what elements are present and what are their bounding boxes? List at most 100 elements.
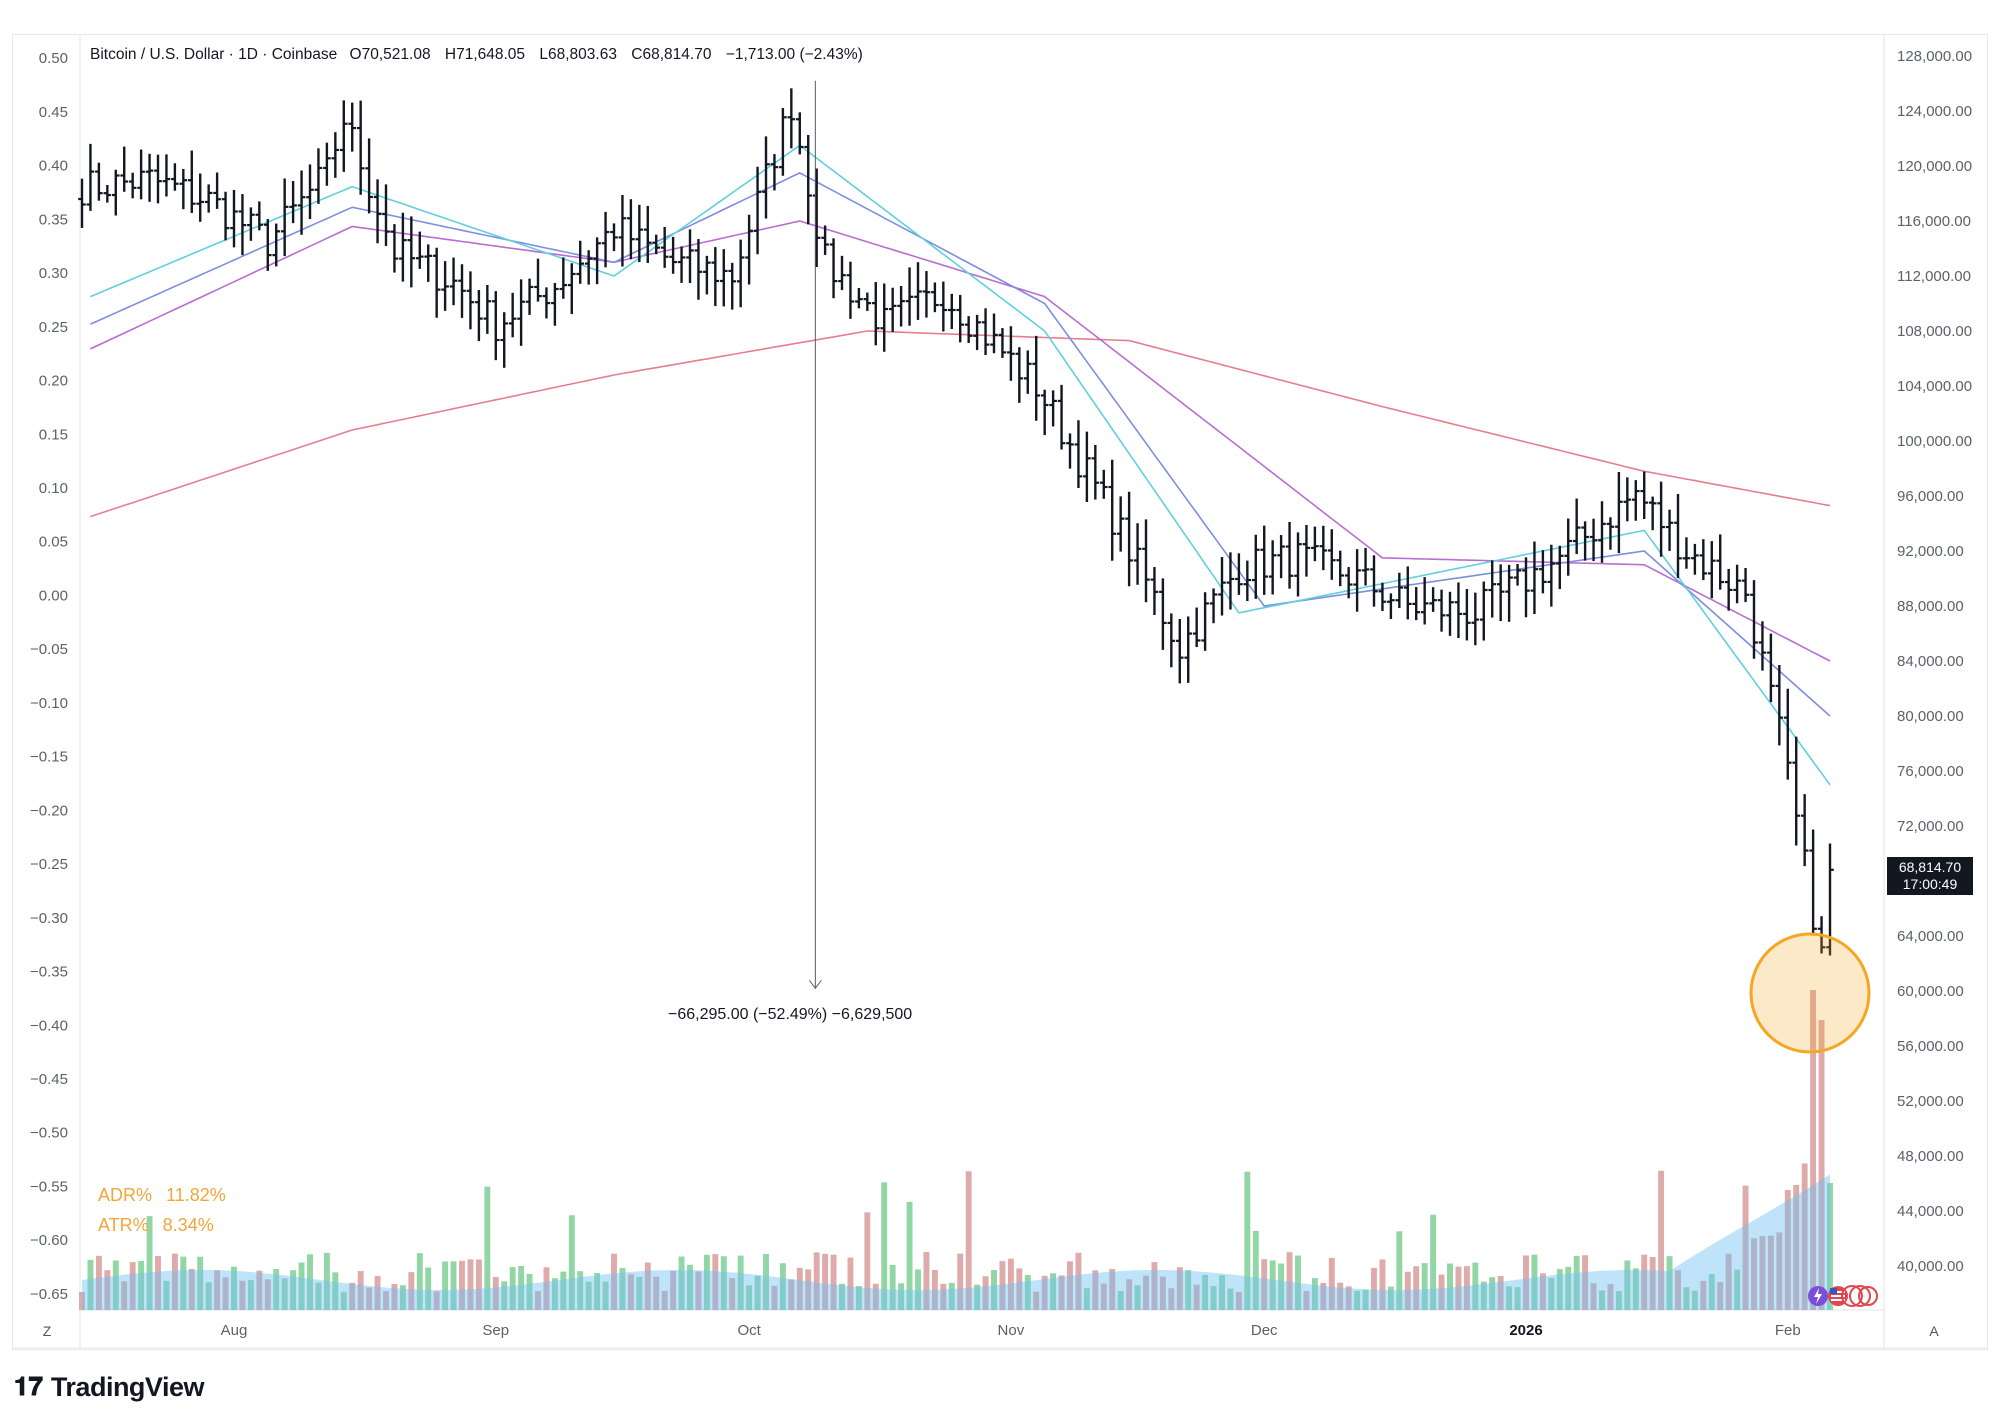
ohlc-bar	[635, 204, 644, 263]
volume-bar	[1793, 1184, 1800, 1310]
ohlc-bar	[441, 261, 449, 311]
volume-bar	[264, 1279, 271, 1310]
ratio-tick-label: −0.45	[30, 1071, 68, 1088]
volume-bar	[366, 1287, 373, 1310]
price-tick-label: 72,000.00	[1897, 818, 1964, 835]
ohlc-bar	[939, 281, 948, 332]
volume-bar	[1109, 1268, 1116, 1310]
volume-bar	[551, 1278, 558, 1310]
ohlc-bar	[779, 107, 787, 176]
price-tick-label: 96,000.00	[1897, 488, 1964, 505]
ohlc-bar	[863, 292, 872, 311]
volume-bar	[518, 1266, 525, 1310]
volume-bar	[501, 1281, 508, 1310]
ohlc-bar	[1539, 550, 1547, 594]
ohlc-bar	[424, 244, 433, 282]
ratio-tick-label: 0.50	[39, 50, 68, 67]
auto-scale-button[interactable]: A	[1929, 1323, 1939, 1339]
volume-bar	[459, 1260, 465, 1310]
ohlc-bar	[525, 278, 534, 315]
volume-bar	[1463, 1266, 1470, 1310]
ohlc-bar	[922, 271, 931, 318]
volume-bar	[1548, 1278, 1555, 1310]
ohlc-bar	[297, 170, 306, 235]
ohlc-bar	[128, 172, 137, 199]
volume-bar	[839, 1283, 845, 1310]
sma50-line	[90, 220, 1831, 662]
volume-bar	[872, 1283, 879, 1310]
price-tick-label: 112,000.00	[1897, 268, 1971, 285]
ohlc-bar	[306, 164, 314, 220]
measure-tool	[808, 80, 1871, 1054]
ohlc-bar	[787, 88, 796, 149]
ohlc-bar	[1691, 543, 1699, 575]
price-tick-label: 108,000.00	[1897, 323, 1972, 340]
ohlc-bar	[120, 146, 129, 192]
ohlc-bar	[1032, 335, 1041, 421]
price-tick-label: 56,000.00	[1897, 1038, 1964, 1055]
time-tick-label: Nov	[998, 1322, 1025, 1339]
ohlc-bar	[1091, 444, 1100, 500]
ohlc-bar	[1589, 518, 1598, 562]
ohlc-bar	[1463, 588, 1471, 641]
symbol-name: Bitcoin / U.S. Dollar · 1D · Coinbase	[90, 46, 338, 63]
ohlc-bar	[618, 195, 627, 267]
event-flags[interactable]	[1806, 1283, 1878, 1309]
volume-bar	[991, 1270, 997, 1310]
axes	[12, 34, 1988, 1349]
volume-bar	[763, 1253, 769, 1310]
volume-bar	[1041, 1275, 1048, 1310]
ohlc-bar	[728, 262, 737, 310]
volume-bar	[779, 1263, 786, 1310]
ohlc-bar	[221, 191, 230, 241]
volume-bar	[1742, 1185, 1749, 1310]
tradingview-logo[interactable]: 𝟏𝟕 TradingView	[14, 1372, 204, 1402]
adr-row[interactable]: ADR% 11.82%	[98, 1180, 240, 1210]
volume-bar	[121, 1281, 128, 1310]
volume-bar	[1143, 1275, 1149, 1310]
ohlc-bar	[1640, 471, 1649, 520]
price-tick-label: 44,000.00	[1897, 1203, 1964, 1220]
ohlc-bar	[593, 237, 601, 285]
volume-bar	[1607, 1284, 1614, 1310]
ohlc-bar	[1277, 535, 1285, 579]
ohlc-bar	[466, 271, 475, 330]
volume-bar	[391, 1283, 398, 1310]
ohlc-bar	[390, 224, 399, 273]
volume-bar	[239, 1280, 246, 1310]
ohlc-bar	[542, 287, 551, 319]
zoom-toggle-button[interactable]: Z	[42, 1323, 52, 1339]
ohlc-bar	[500, 312, 509, 368]
ohlc-bar	[888, 287, 897, 332]
ohlc-bar	[1412, 587, 1421, 621]
ohlc-bar	[331, 132, 340, 178]
ohlc-bar	[1302, 525, 1311, 577]
open-key: O	[349, 46, 362, 63]
ohlc-bar	[145, 153, 154, 202]
volume-bar	[636, 1276, 643, 1310]
atr-row[interactable]: ATR% 8.34%	[98, 1210, 240, 1240]
volume-bar	[408, 1272, 415, 1310]
ohlc-bar	[677, 246, 686, 283]
volume-bar	[1151, 1262, 1158, 1310]
volume-bar	[881, 1182, 888, 1310]
volume-bar	[847, 1257, 854, 1310]
volume-bar	[1531, 1254, 1538, 1310]
volume-bar	[1252, 1230, 1259, 1310]
volume-bar	[1421, 1263, 1428, 1310]
ohlc-bar	[1758, 621, 1767, 671]
ohlc-bar	[1429, 587, 1437, 612]
volume-bar	[273, 1268, 280, 1310]
volume-bar	[611, 1253, 617, 1310]
volume-bar	[349, 1282, 356, 1310]
volume-bar	[1683, 1287, 1690, 1310]
volume-bar	[1556, 1269, 1563, 1310]
volume-bar	[1328, 1257, 1335, 1310]
volume-bar	[1117, 1291, 1124, 1310]
volume-bar	[965, 1171, 972, 1310]
ohlc-bar	[931, 282, 939, 313]
ohlc-bar	[1471, 592, 1480, 646]
volume-bar	[1489, 1277, 1496, 1310]
price-tick-label: 48,000.00	[1897, 1148, 1964, 1165]
